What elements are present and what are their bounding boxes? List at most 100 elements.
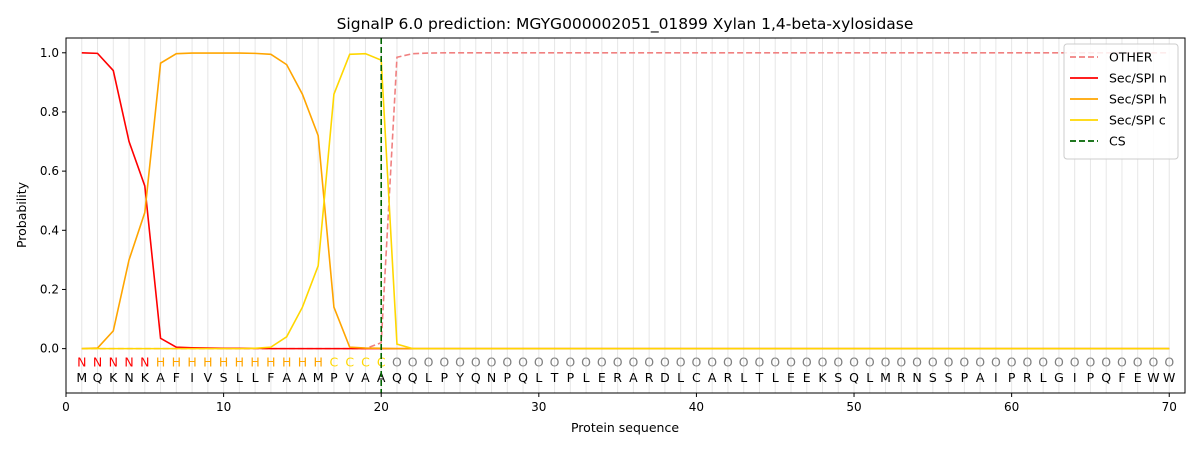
residue-letter: P bbox=[504, 370, 512, 385]
residue-letter: S bbox=[220, 370, 228, 385]
x-axis-title: Protein sequence bbox=[571, 420, 679, 435]
y-tick-label: 0.2 bbox=[40, 282, 59, 296]
residue-letter: L bbox=[535, 370, 542, 385]
region-label: O bbox=[833, 354, 843, 369]
series-lines bbox=[81, 38, 1170, 393]
y-tick-label: 0.8 bbox=[40, 105, 59, 119]
series-line-sec-spi-c bbox=[81, 52, 1170, 350]
residue-letter: I bbox=[1073, 370, 1077, 385]
axes: 0 10 20 30 40 50 60 70 0.0 0.2 0.4 0.6 0.8 1.0 bbox=[40, 46, 1177, 414]
residue-letter: V bbox=[204, 370, 213, 385]
y-tick-label: 1.0 bbox=[40, 46, 59, 60]
region-label: C bbox=[361, 354, 370, 369]
region-label: O bbox=[896, 354, 906, 369]
region-label: O bbox=[424, 354, 434, 369]
residue-letter: P bbox=[1008, 370, 1016, 385]
region-label: O bbox=[408, 354, 418, 369]
residue-letter: P bbox=[1087, 370, 1095, 385]
region-label: C bbox=[345, 354, 354, 369]
region-label: O bbox=[613, 354, 623, 369]
region-label: H bbox=[250, 354, 259, 369]
legend-label: Sec/SPI h bbox=[1109, 92, 1167, 107]
region-label: O bbox=[392, 354, 402, 369]
residue-labels: NMNQNKNNNKHAHFHIHVHSHLHLHFHAHAHMCPCVCACA… bbox=[76, 354, 1175, 385]
region-label: O bbox=[849, 354, 859, 369]
region-label: O bbox=[1117, 354, 1127, 369]
residue-letter: L bbox=[866, 370, 873, 385]
residue-letter: F bbox=[267, 370, 274, 385]
region-label: O bbox=[628, 354, 638, 369]
residue-letter: A bbox=[377, 370, 386, 385]
region-label: H bbox=[235, 354, 244, 369]
region-label: H bbox=[282, 354, 291, 369]
residue-letter: Q bbox=[471, 370, 481, 385]
region-label: O bbox=[676, 354, 686, 369]
region-label: O bbox=[455, 354, 465, 369]
y-axis-title: Probability bbox=[14, 181, 29, 248]
residue-letter: N bbox=[124, 370, 133, 385]
legend-label: CS bbox=[1109, 134, 1126, 149]
residue-letter: I bbox=[994, 370, 998, 385]
region-label: O bbox=[692, 354, 702, 369]
residue-letter: F bbox=[173, 370, 180, 385]
region-label: O bbox=[928, 354, 938, 369]
residue-letter: W bbox=[1147, 370, 1159, 385]
residue-letter: A bbox=[282, 370, 291, 385]
residue-letter: M bbox=[313, 370, 324, 385]
residue-letter: P bbox=[440, 370, 448, 385]
region-label: O bbox=[959, 354, 969, 369]
region-label: O bbox=[597, 354, 607, 369]
residue-letter: Y bbox=[455, 370, 464, 385]
residue-letter: A bbox=[629, 370, 638, 385]
region-label: O bbox=[1070, 354, 1080, 369]
region-label: O bbox=[991, 354, 1001, 369]
residue-letter: Q bbox=[849, 370, 859, 385]
legend-label: Sec/SPI c bbox=[1109, 113, 1166, 128]
region-label: O bbox=[1007, 354, 1017, 369]
residue-letter: K bbox=[818, 370, 827, 385]
series-line-sec-spi-h bbox=[81, 52, 1170, 350]
y-tick-label: 0.6 bbox=[40, 164, 59, 178]
legend-box bbox=[1063, 43, 1179, 160]
x-tick-label: 30 bbox=[531, 400, 546, 414]
region-label: H bbox=[266, 354, 275, 369]
x-tick-label: 70 bbox=[1162, 400, 1177, 414]
residue-letter: K bbox=[109, 370, 118, 385]
residue-letter: P bbox=[961, 370, 969, 385]
y-tick-label: 0.0 bbox=[40, 342, 59, 356]
residue-letter: Q bbox=[1101, 370, 1111, 385]
residue-letter: L bbox=[583, 370, 590, 385]
residue-letter: A bbox=[976, 370, 985, 385]
residue-letter: G bbox=[1054, 370, 1064, 385]
residue-letter: L bbox=[1040, 370, 1047, 385]
residue-letter: T bbox=[550, 370, 559, 385]
region-label: O bbox=[707, 354, 717, 369]
residue-letter: A bbox=[156, 370, 165, 385]
residue-letter: S bbox=[929, 370, 937, 385]
residue-letter: R bbox=[724, 370, 733, 385]
residue-letter: E bbox=[803, 370, 811, 385]
residue-letter: P bbox=[567, 370, 575, 385]
region-label: O bbox=[518, 354, 528, 369]
residue-letter: L bbox=[772, 370, 779, 385]
region-label: H bbox=[187, 354, 196, 369]
residue-letter: Q bbox=[93, 370, 103, 385]
region-label: N bbox=[77, 354, 86, 369]
region-label: O bbox=[660, 354, 670, 369]
region-label: H bbox=[298, 354, 307, 369]
residue-letter: P bbox=[330, 370, 338, 385]
region-label: O bbox=[881, 354, 891, 369]
residue-letter: L bbox=[236, 370, 243, 385]
residue-letter: A bbox=[298, 370, 307, 385]
region-label: N bbox=[109, 354, 118, 369]
region-label: O bbox=[1038, 354, 1048, 369]
region-label: O bbox=[471, 354, 481, 369]
residue-letter: V bbox=[345, 370, 354, 385]
residue-letter: R bbox=[613, 370, 622, 385]
region-label: C bbox=[377, 354, 386, 369]
region-label: H bbox=[219, 354, 228, 369]
x-tick-label: 50 bbox=[846, 400, 861, 414]
region-label: O bbox=[1101, 354, 1111, 369]
residue-letter: E bbox=[1134, 370, 1142, 385]
